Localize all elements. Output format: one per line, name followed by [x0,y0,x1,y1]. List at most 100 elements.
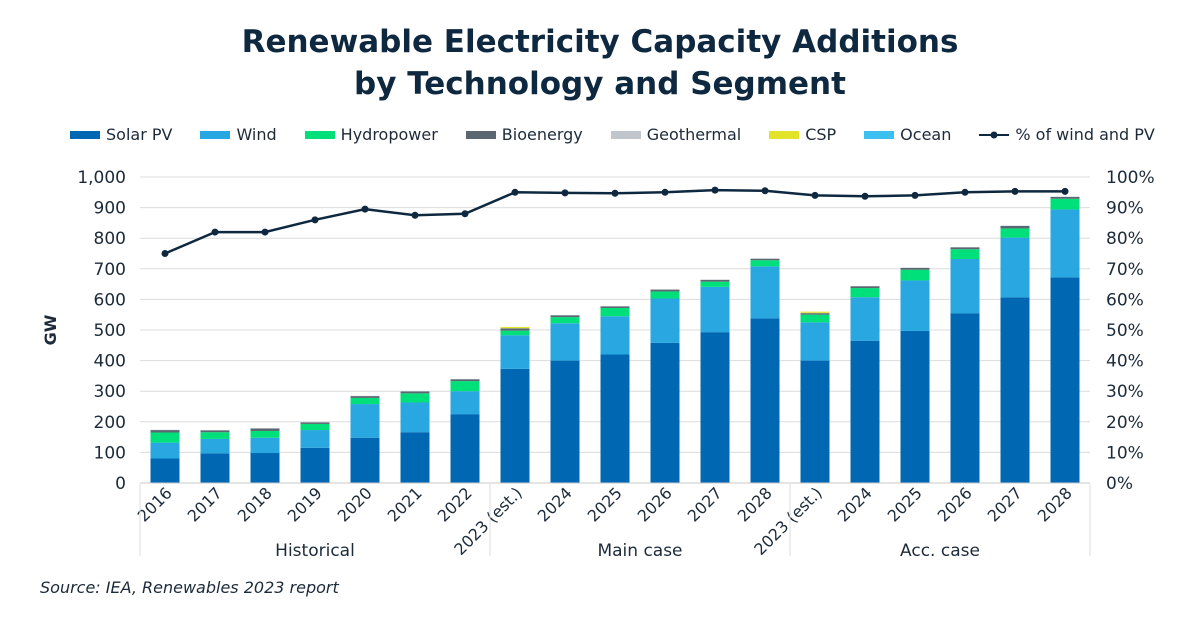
bar-segment-hydropower [550,317,580,324]
chart-title: Renewable Electricity Capacity Additions [241,24,959,60]
line-point [311,216,319,224]
legend-item: CSP [769,125,836,144]
bar-segment-hydropower [500,330,530,336]
x-tick-label: 2026 [634,483,676,525]
line-point [811,191,819,199]
legend-item: % of wind and PV [979,125,1155,144]
bar-segment-solar-pv [1000,297,1030,483]
x-tick-label: 2019 [284,483,326,525]
bar-segment-hydropower [900,269,930,281]
legend-label: CSP [805,125,837,144]
legend-label: Ocean [900,125,952,144]
bar-segment-bioenergy [250,428,280,431]
x-tick-label: 2027 [984,483,1026,525]
bar-segment-bioenergy [650,289,680,292]
bar-segment-wind [750,266,780,319]
group-label: Historical [275,541,355,561]
bar-segment-bioenergy [700,279,730,282]
bar-segment-solar-pv [400,432,430,483]
bar-segment-wind [200,438,230,454]
legend-swatch [769,130,800,139]
y2-tick-label: 30% [1106,382,1144,402]
bar-segment-bioenergy [550,315,580,318]
line-point [161,250,169,257]
bar-segment-solar-pv [650,342,680,483]
bar-segment-solar-pv [350,437,380,483]
source-note: Source: IEA, Renewables 2023 report [40,578,339,597]
bar-segment-hydropower [400,393,430,403]
y2-tick-label: 0% [1106,474,1133,494]
legend-item: Hydropower [304,125,438,144]
bar-segment-solar-pv [600,354,630,483]
group-label: Main case [597,541,682,561]
bar-segment-hydropower [600,307,630,317]
bar-segment-solar-pv [1050,277,1080,483]
x-tick-label: 2021 [384,483,426,525]
y-tick-label: 300 [94,382,126,402]
x-tick-label: 2018 [234,483,276,525]
legend-item: Geothermal [610,125,742,144]
bar-segment-bioenergy [450,379,480,382]
bar-segment-csp [500,326,530,329]
bar-segment-hydropower [1050,198,1080,210]
legend-label: Geothermal [646,125,742,144]
x-tick-label: 2026 [934,483,976,525]
line-point [911,191,919,199]
y2-tick-label: 60% [1106,290,1144,310]
bar-segment-bioenergy [300,422,330,424]
bar-segment-hydropower [950,249,980,260]
legend-label: Wind [236,125,277,144]
bar-segment-hydropower [800,314,830,323]
group-label: Acc. case [900,541,980,561]
bar-segment-bioenergy [850,286,880,289]
y-tick-label: 1,000 [77,168,126,188]
bar-segment-bioenergy [950,247,980,250]
bar-segment-solar-pv [850,340,880,483]
line-series [164,188,1065,255]
bar-segment-wind [700,286,730,333]
y2-tick-label: 10% [1106,443,1144,463]
bar-segment-hydropower [200,432,230,439]
bar-segment-bioenergy [500,328,530,331]
line-point [761,187,769,195]
x-tick-label: 2020 [334,483,376,525]
legend-label: % of wind and PV [1015,125,1155,144]
x-tick-label: 2028 [1034,483,1076,525]
bar-segment-hydropower [150,432,180,443]
bar-segment-solar-pv [200,453,230,483]
x-tick-label: 2027 [684,483,726,525]
legend-swatch [979,125,1010,144]
x-tick-label: 2024 [534,483,576,525]
bar-segment-hydropower [300,423,330,431]
bar-segment-wind [650,298,680,343]
legend-label: Solar PV [106,125,173,144]
bar-segment-wind [250,437,280,454]
bar-segment-bioenergy [200,430,230,433]
bar-segment-wind [350,404,380,438]
line-point [411,211,419,219]
y2-tick-label: 20% [1106,413,1144,433]
bar-segment-wind [950,259,980,314]
bar-segment-hydropower [450,381,480,392]
bar-segment-solar-pv [550,360,580,483]
legend-item: Bioenergy [465,125,583,144]
y-tick-label: 900 [94,199,126,219]
x-tick-label: 2025 [584,483,626,525]
bar-segment-hydropower [1000,228,1030,238]
bar-segment-hydropower [350,397,380,405]
line-point [1011,187,1019,195]
y2-tick-label: 50% [1106,321,1144,341]
bar-segment-bioenergy [900,267,930,270]
legend-item: Ocean [864,125,951,144]
legend: Solar PV Wind Hydropower Bioenergy Geotherma… [70,125,1160,144]
y-tick-label: 400 [94,352,126,372]
bar-segment-bioenergy [1000,225,1030,229]
y-tick-label: 800 [94,229,126,249]
bar-segment-wind [1000,237,1030,298]
y-axis-label: GW [41,314,60,345]
line-point [861,192,869,200]
bar-segment-bioenergy [800,313,830,315]
y-tick-label: 500 [94,321,126,341]
x-tick-label: 2025 [884,483,926,525]
